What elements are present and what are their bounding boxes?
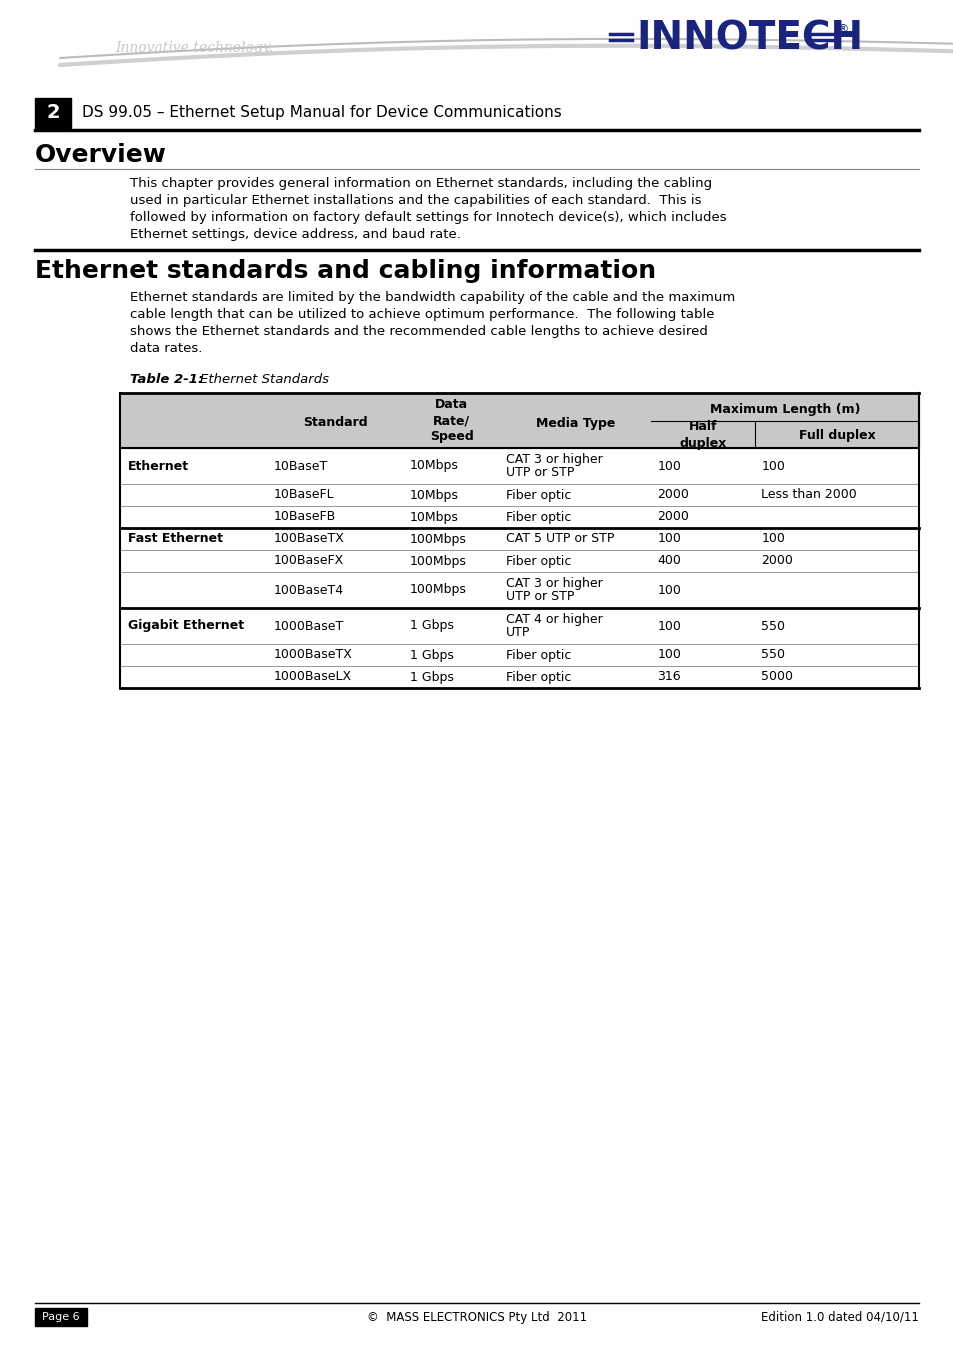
- Text: 100BaseTX: 100BaseTX: [274, 532, 344, 545]
- Text: 316: 316: [657, 671, 680, 683]
- Text: UTP or STP: UTP or STP: [505, 466, 574, 479]
- Text: Less than 2000: Less than 2000: [760, 489, 856, 501]
- Bar: [35, 1308, 87, 1326]
- Text: Full duplex: Full duplex: [798, 428, 875, 441]
- Text: 2000: 2000: [657, 510, 688, 524]
- Text: 550: 550: [760, 648, 784, 662]
- Text: 1 Gbps: 1 Gbps: [409, 620, 453, 633]
- Text: Fiber optic: Fiber optic: [505, 510, 570, 524]
- Text: 10BaseFL: 10BaseFL: [274, 489, 335, 501]
- Text: Innovative technology.: Innovative technology.: [115, 40, 273, 55]
- Text: CAT 3 or higher: CAT 3 or higher: [505, 576, 601, 590]
- Text: CAT 4 or higher: CAT 4 or higher: [505, 613, 601, 626]
- Text: 100Mbps: 100Mbps: [409, 555, 466, 567]
- Text: 100BaseT4: 100BaseT4: [274, 583, 344, 597]
- Text: 100: 100: [657, 620, 680, 633]
- Text: data rates.: data rates.: [130, 342, 202, 355]
- Text: 100: 100: [760, 532, 784, 545]
- Text: 100BaseFX: 100BaseFX: [274, 555, 344, 567]
- Text: 10Mbps: 10Mbps: [409, 459, 458, 472]
- Text: Page 6: Page 6: [42, 1312, 80, 1322]
- Text: Maximum Length (m): Maximum Length (m): [709, 402, 860, 416]
- Text: DS 99.05 – Ethernet Setup Manual for Device Communications: DS 99.05 – Ethernet Setup Manual for Dev…: [82, 105, 561, 120]
- Text: 100: 100: [657, 648, 680, 662]
- Text: ®: ®: [835, 23, 847, 36]
- Text: 100Mbps: 100Mbps: [409, 583, 466, 597]
- Text: 1000BaseT: 1000BaseT: [274, 620, 344, 633]
- Text: 10Mbps: 10Mbps: [409, 510, 458, 524]
- Text: ©  MASS ELECTRONICS Pty Ltd  2011: © MASS ELECTRONICS Pty Ltd 2011: [367, 1311, 586, 1323]
- Text: 400: 400: [657, 555, 680, 567]
- Text: Fiber optic: Fiber optic: [505, 555, 570, 567]
- Bar: [35, 99, 71, 128]
- Text: UTP or STP: UTP or STP: [505, 590, 574, 603]
- Text: 10Mbps: 10Mbps: [409, 489, 458, 501]
- Text: Fiber optic: Fiber optic: [505, 489, 570, 501]
- Text: CAT 3 or higher: CAT 3 or higher: [505, 454, 601, 466]
- Text: 5000: 5000: [760, 671, 792, 683]
- Text: cable length that can be utilized to achieve optimum performance.  The following: cable length that can be utilized to ach…: [130, 308, 714, 321]
- Text: 2000: 2000: [657, 489, 688, 501]
- Text: Ethernet standards and cabling information: Ethernet standards and cabling informati…: [35, 259, 656, 284]
- Text: Ethernet settings, device address, and baud rate.: Ethernet settings, device address, and b…: [130, 228, 460, 242]
- Text: followed by information on factory default settings for Innotech device(s), whic: followed by information on factory defau…: [130, 211, 726, 224]
- Text: Fiber optic: Fiber optic: [505, 671, 570, 683]
- Text: 1000BaseTX: 1000BaseTX: [274, 648, 353, 662]
- Text: 1 Gbps: 1 Gbps: [409, 671, 453, 683]
- Text: CAT 5 UTP or STP: CAT 5 UTP or STP: [505, 532, 614, 545]
- Text: shows the Ethernet standards and the recommended cable lengths to achieve desire: shows the Ethernet standards and the rec…: [130, 325, 707, 338]
- Text: 100: 100: [657, 583, 680, 597]
- Text: Half
duplex: Half duplex: [679, 420, 726, 450]
- Text: Media Type: Media Type: [536, 417, 615, 429]
- Text: Gigabit Ethernet: Gigabit Ethernet: [128, 620, 244, 633]
- Bar: [120, 393, 918, 448]
- Text: 10BaseT: 10BaseT: [274, 459, 328, 472]
- Text: 550: 550: [760, 620, 784, 633]
- Text: 1 Gbps: 1 Gbps: [409, 648, 453, 662]
- Text: 2: 2: [46, 104, 60, 123]
- Text: 100: 100: [657, 532, 680, 545]
- Text: Ethernet: Ethernet: [128, 459, 189, 472]
- Text: Standard: Standard: [303, 417, 368, 429]
- Text: 1000BaseLX: 1000BaseLX: [274, 671, 352, 683]
- Text: 100Mbps: 100Mbps: [409, 532, 466, 545]
- Text: 2000: 2000: [760, 555, 792, 567]
- Text: Data
Rate/
Speed: Data Rate/ Speed: [429, 398, 473, 443]
- Text: Edition 1.0 dated 04/10/11: Edition 1.0 dated 04/10/11: [760, 1311, 918, 1323]
- Text: used in particular Ethernet installations and the capabilities of each standard.: used in particular Ethernet installation…: [130, 194, 700, 207]
- Text: INNOTECH: INNOTECH: [636, 19, 862, 57]
- Text: 100: 100: [657, 459, 680, 472]
- Text: Ethernet standards are limited by the bandwidth capability of the cable and the : Ethernet standards are limited by the ba…: [130, 292, 735, 304]
- Text: Fast Ethernet: Fast Ethernet: [128, 532, 223, 545]
- Text: 10BaseFB: 10BaseFB: [274, 510, 335, 524]
- Text: 100: 100: [760, 459, 784, 472]
- Text: Fiber optic: Fiber optic: [505, 648, 570, 662]
- Text: Table 2-1:: Table 2-1:: [130, 373, 203, 386]
- Text: UTP: UTP: [505, 626, 529, 639]
- Text: Ethernet Standards: Ethernet Standards: [200, 373, 329, 386]
- Text: This chapter provides general information on Ethernet standards, including the c: This chapter provides general informatio…: [130, 177, 711, 190]
- Text: Overview: Overview: [35, 143, 167, 167]
